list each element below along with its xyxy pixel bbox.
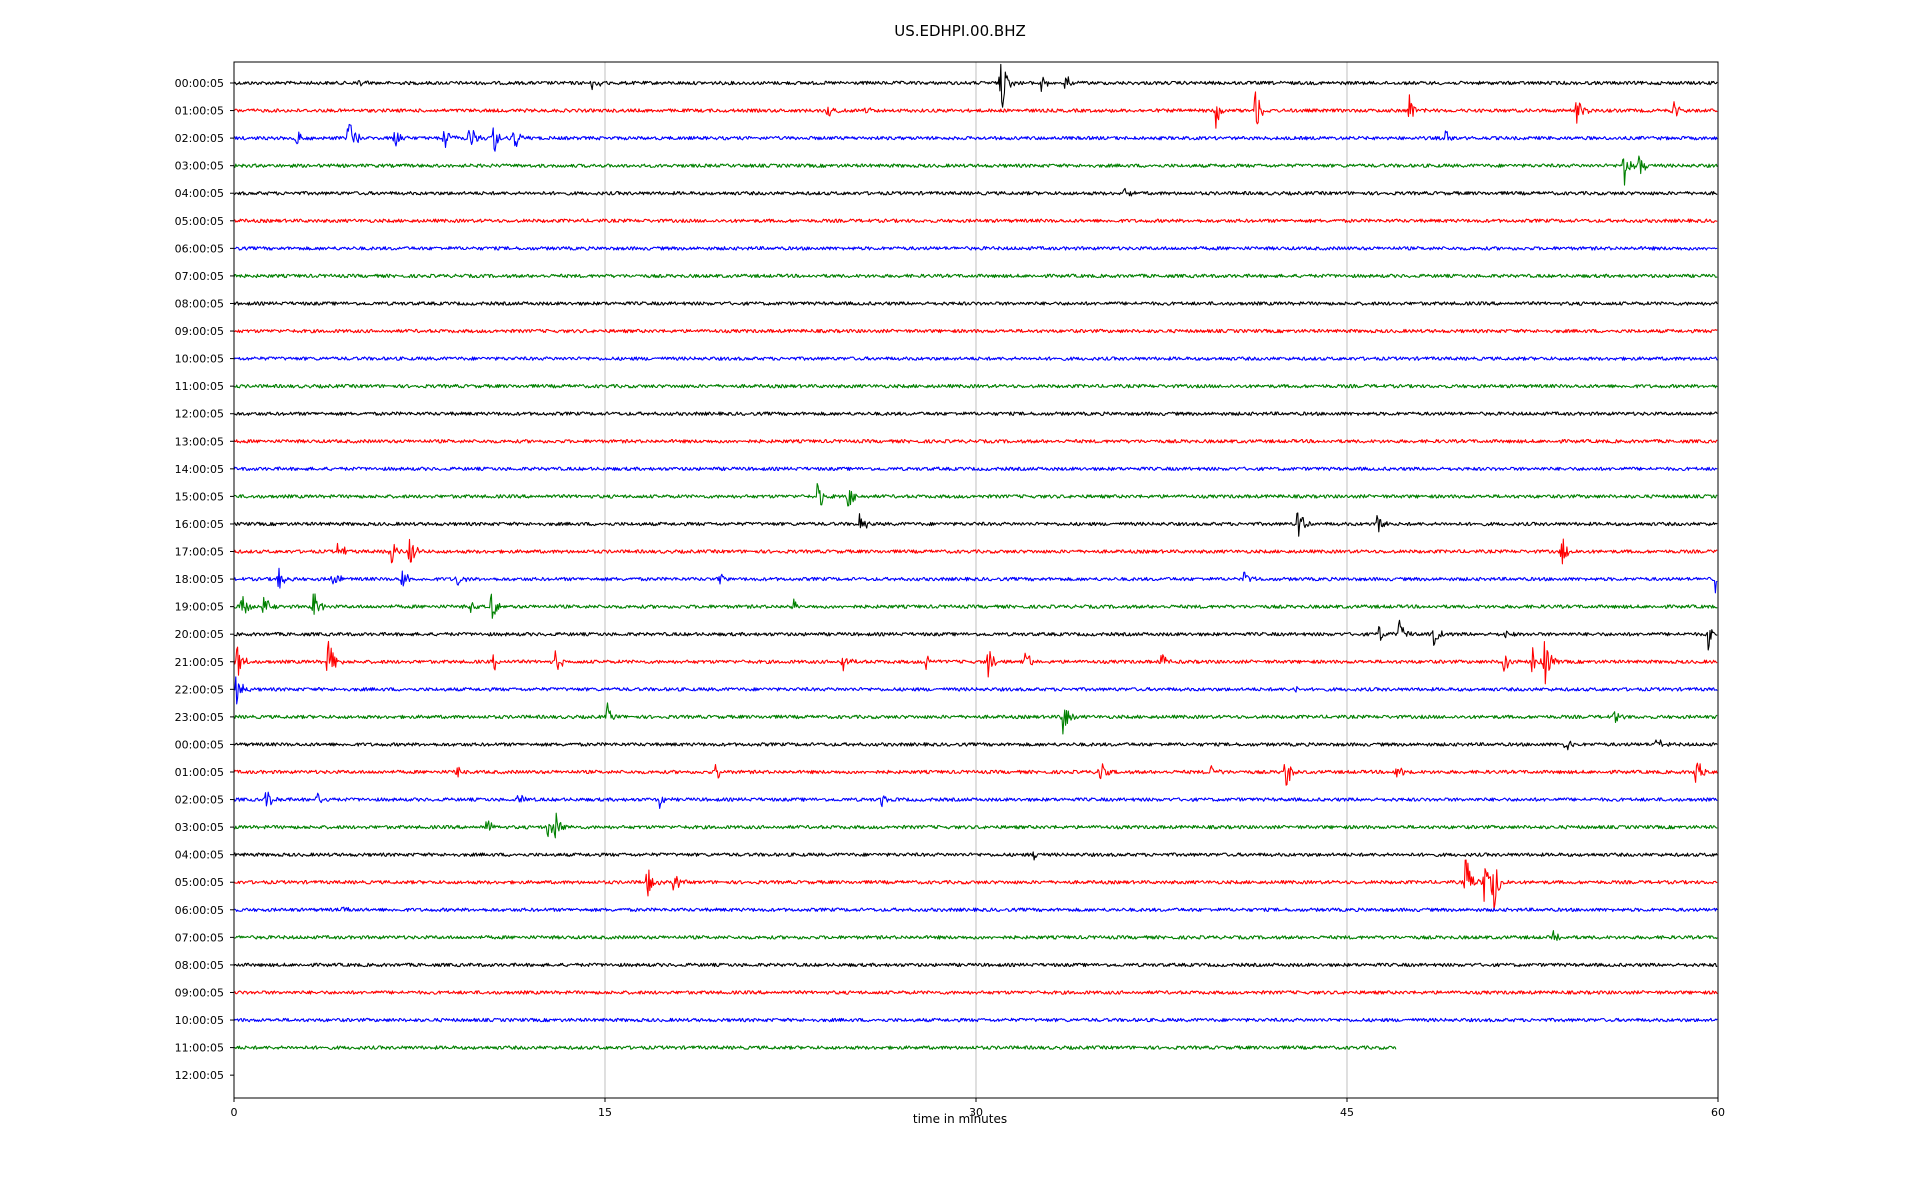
- seismic-trace: [233, 1017, 1718, 1023]
- seismic-trace: [233, 906, 1718, 913]
- y-tick-label: 00:00:05: [175, 77, 224, 90]
- y-tick-label: 23:00:05: [175, 711, 224, 724]
- seismic-trace: [233, 739, 1718, 751]
- seismic-trace: [233, 328, 1718, 334]
- y-tick-label: 16:00:05: [175, 518, 224, 531]
- seismic-trace: [233, 851, 1718, 861]
- y-tick-label: 06:00:05: [175, 904, 224, 917]
- y-tick-label: 01:00:05: [175, 766, 224, 779]
- seismic-trace: [233, 812, 1718, 839]
- seismic-trace: [233, 439, 1718, 444]
- seismic-trace: [233, 676, 1718, 705]
- y-tick-label: 21:00:05: [175, 656, 224, 669]
- y-tick-label: 09:00:05: [175, 325, 224, 338]
- y-tick-label: 11:00:05: [175, 380, 224, 393]
- x-tick-label: 15: [598, 1106, 612, 1119]
- seismic-trace: [233, 218, 1718, 224]
- seismic-trace: [233, 593, 1718, 619]
- y-tick-label: 17:00:05: [175, 546, 224, 559]
- y-tick-label: 12:00:05: [175, 1069, 224, 1082]
- y-tick-label: 04:00:05: [175, 849, 224, 862]
- seismic-trace: [233, 702, 1718, 735]
- y-tick-label: 10:00:05: [175, 1014, 224, 1027]
- seismic-trace: [233, 411, 1718, 416]
- seismic-trace: [233, 63, 1718, 108]
- x-tick-label: 0: [231, 1106, 238, 1119]
- seismic-traces: [233, 63, 1718, 1050]
- seismic-trace: [233, 301, 1718, 306]
- y-tick-label: 20:00:05: [175, 628, 224, 641]
- y-tick-label: 18:00:05: [175, 573, 224, 586]
- seismic-trace: [233, 155, 1718, 186]
- seismic-trace: [233, 356, 1718, 361]
- y-tick-labels: 00:00:05 01:00:05 02:00:05 03:00:05 04:00:05…: [175, 77, 234, 1082]
- y-tick-label: 07:00:05: [175, 270, 224, 283]
- y-tick-label: 11:00:05: [175, 1042, 224, 1055]
- seismic-trace: [233, 762, 1718, 786]
- x-tick-label: 45: [1340, 1106, 1354, 1119]
- y-tick-label: 13:00:05: [175, 435, 224, 448]
- seismic-trace: [233, 383, 1718, 389]
- seismic-trace: [233, 859, 1718, 910]
- y-tick-label: 19:00:05: [175, 601, 224, 614]
- y-tick-label: 14:00:05: [175, 463, 224, 476]
- seismic-trace: [233, 1045, 1397, 1050]
- seismic-trace: [233, 930, 1718, 942]
- seismic-trace: [233, 791, 1718, 809]
- y-tick-label: 04:00:05: [175, 187, 224, 200]
- x-tick-labels: 0 15 30 45 60: [231, 1098, 1725, 1119]
- seismic-trace: [233, 538, 1718, 565]
- y-tick-label: 01:00:05: [175, 105, 224, 118]
- seismic-trace: [233, 962, 1718, 968]
- y-tick-label: 06:00:05: [175, 242, 224, 255]
- seismic-trace: [233, 273, 1718, 279]
- y-tick-label: 12:00:05: [175, 408, 224, 421]
- y-tick-label: 05:00:05: [175, 215, 224, 228]
- y-tick-label: 02:00:05: [175, 132, 224, 145]
- y-tick-label: 09:00:05: [175, 986, 224, 999]
- seismic-trace: [233, 990, 1718, 995]
- y-tick-label: 05:00:05: [175, 876, 224, 889]
- y-tick-label: 10:00:05: [175, 353, 224, 366]
- y-tick-label: 15:00:05: [175, 490, 224, 503]
- y-tick-label: 03:00:05: [175, 160, 224, 173]
- x-axis-label: time in minutes: [912, 1112, 1008, 1126]
- chart-title: US.EDHPI.00.BHZ: [894, 22, 1026, 40]
- y-tick-label: 02:00:05: [175, 794, 224, 807]
- seismic-trace: [233, 482, 1718, 507]
- y-tick-label: 22:00:05: [175, 683, 224, 696]
- seismic-trace: [233, 246, 1718, 251]
- y-tick-label: 07:00:05: [175, 931, 224, 944]
- grid-lines: [604, 62, 1348, 1098]
- seismic-trace: [233, 512, 1718, 537]
- y-tick-label: 08:00:05: [175, 297, 224, 310]
- seismic-trace: [233, 640, 1718, 685]
- y-tick-label: 03:00:05: [175, 821, 224, 834]
- x-tick-label: 30: [969, 1106, 983, 1119]
- seismic-trace: [233, 91, 1718, 129]
- seismic-trace: [233, 123, 1718, 152]
- seismic-trace: [233, 619, 1718, 651]
- y-tick-label: 08:00:05: [175, 959, 224, 972]
- seismic-trace: [233, 466, 1718, 472]
- seismic-trace: [233, 187, 1718, 197]
- x-tick-label: 60: [1711, 1106, 1725, 1119]
- seismic-trace: [233, 567, 1718, 594]
- y-tick-label: 00:00:05: [175, 738, 224, 751]
